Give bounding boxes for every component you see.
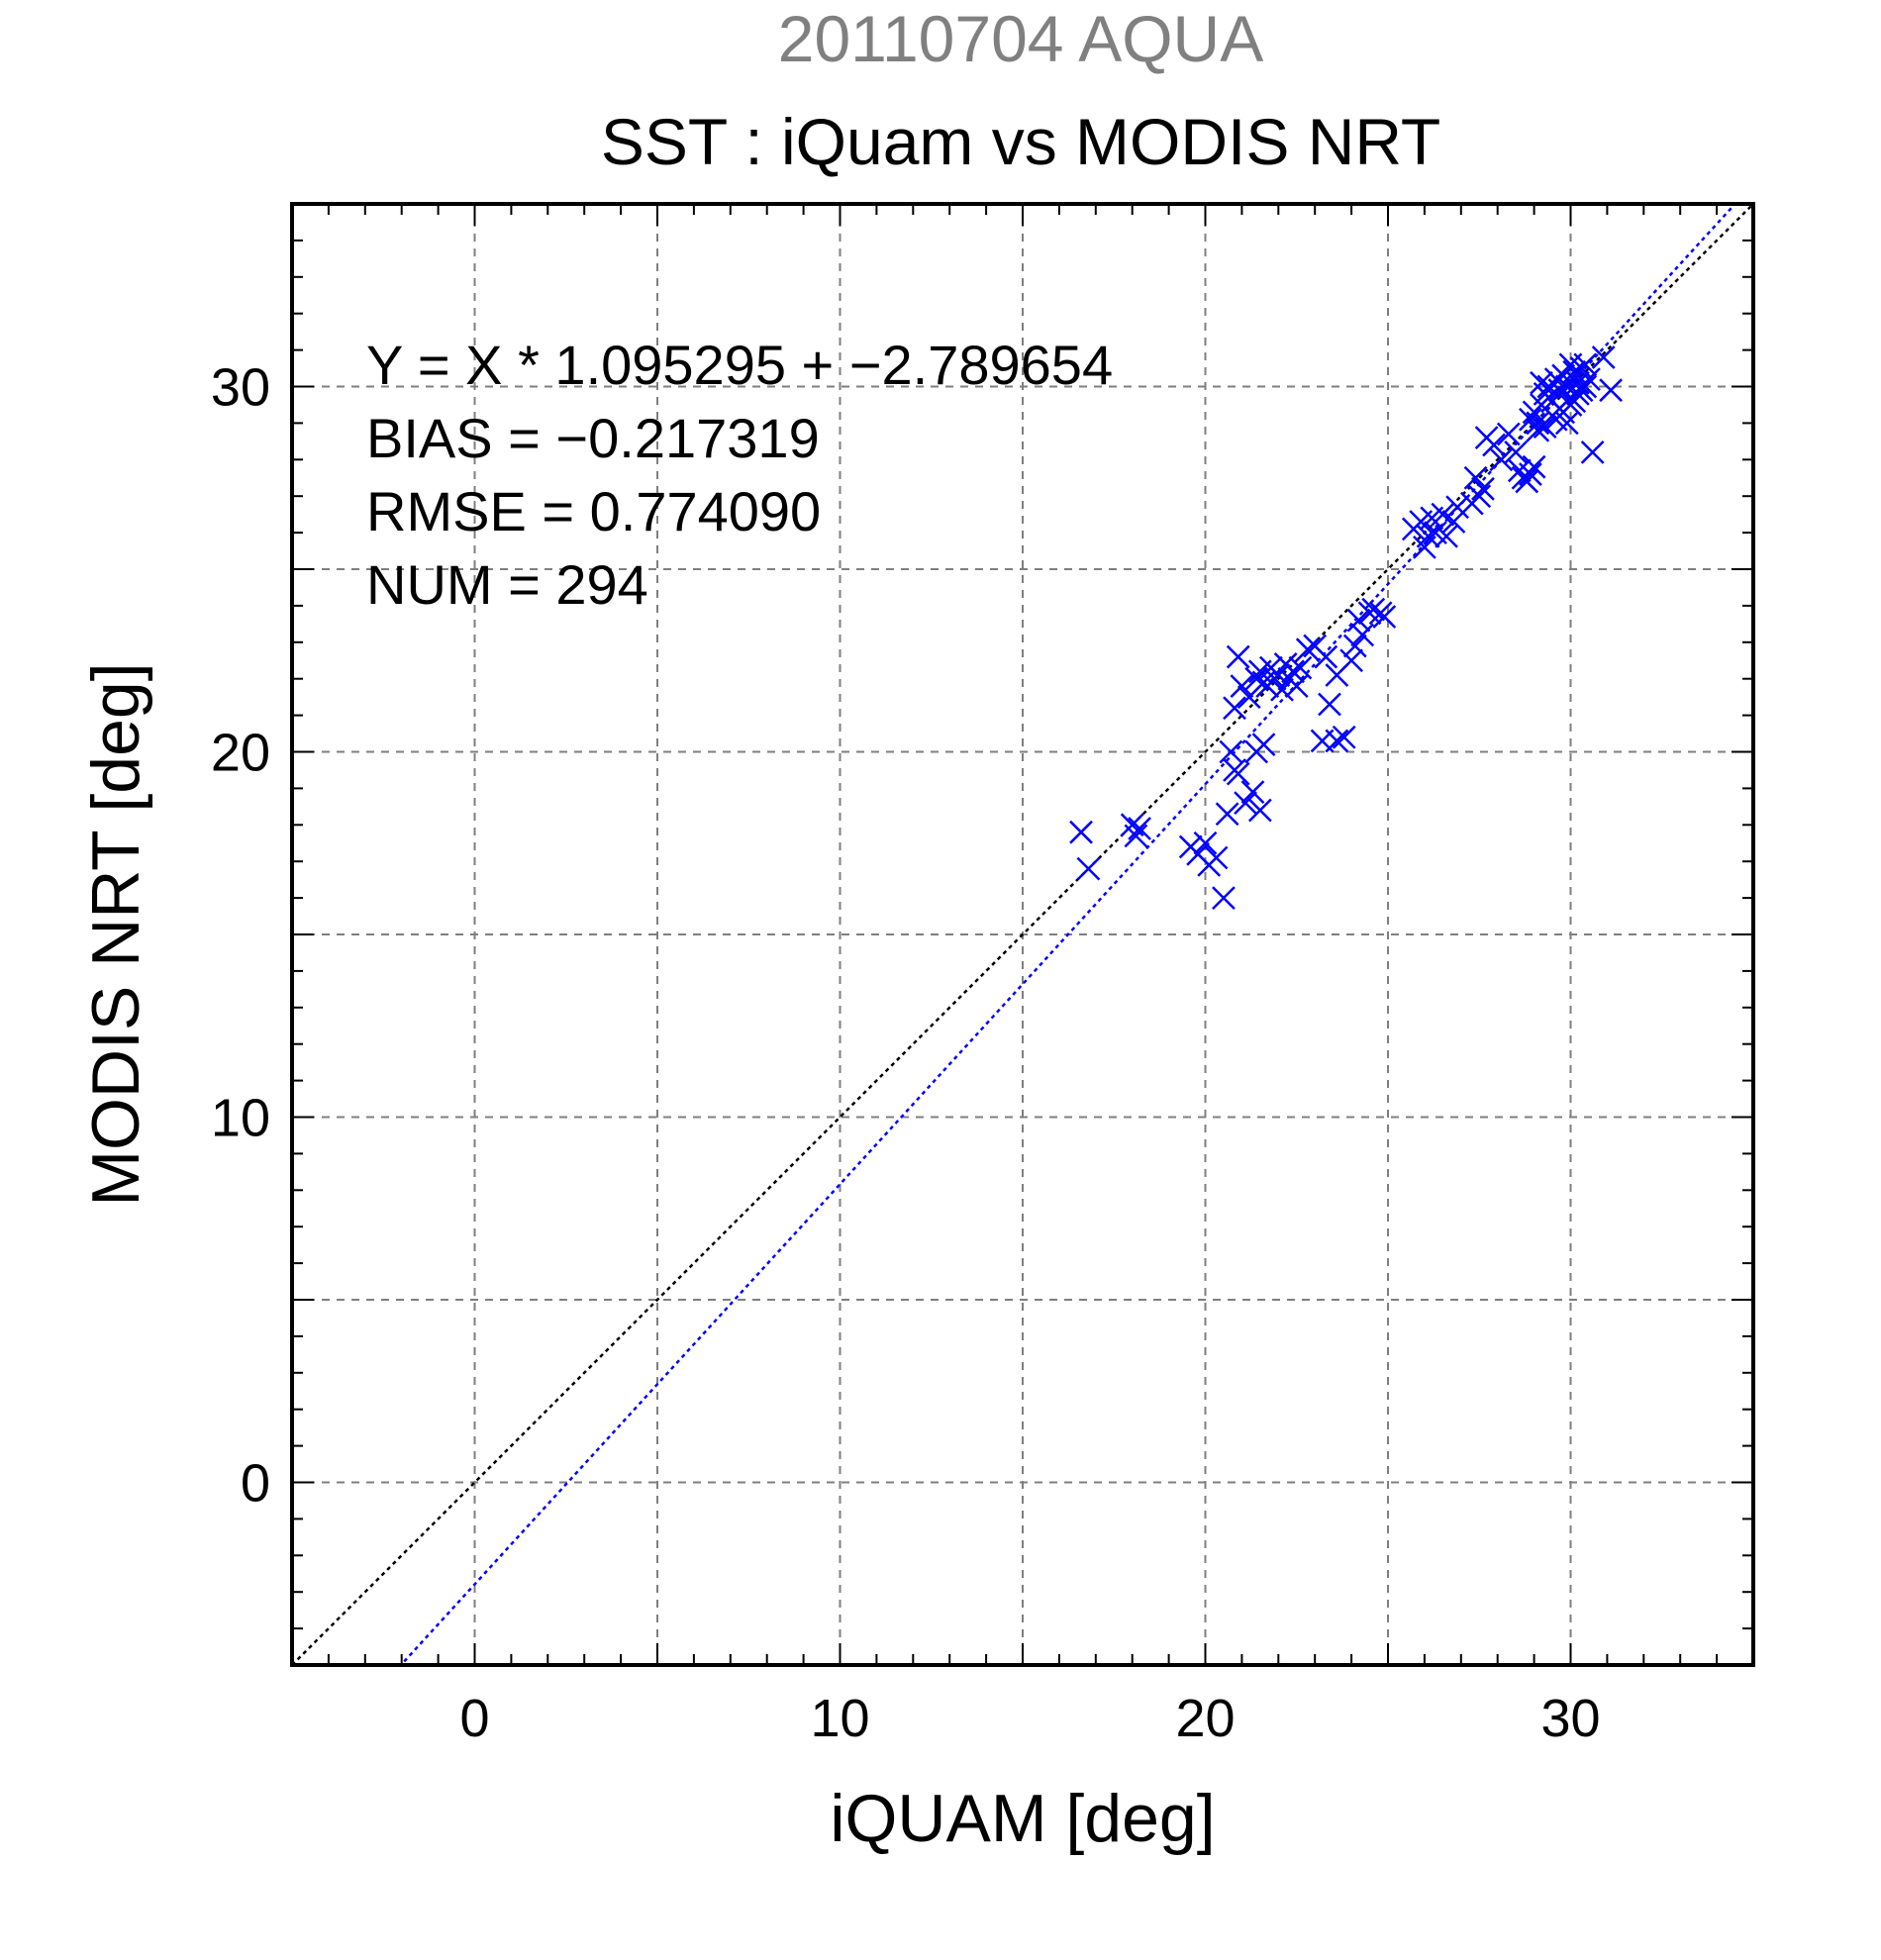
x-axis-label: iQUAM [deg] xyxy=(830,1781,1215,1856)
scatter-point xyxy=(1435,524,1458,548)
scatter-point xyxy=(1463,465,1488,490)
scatter-point xyxy=(1526,418,1550,442)
scatter-point xyxy=(1197,853,1222,877)
x-tick-label: 20 xyxy=(1175,1689,1235,1748)
x-tick-label: 30 xyxy=(1540,1689,1600,1748)
scatter-point xyxy=(1526,411,1550,436)
scatter-point xyxy=(1240,780,1265,804)
grid-lines xyxy=(292,204,1753,1665)
scatter-point xyxy=(1562,389,1587,414)
scatter-point xyxy=(1519,462,1542,486)
scatter-point xyxy=(1361,597,1386,622)
chart-title: 20110704 AQUA xyxy=(778,2,1264,75)
scatter-point xyxy=(1342,634,1367,658)
scatter-point xyxy=(1230,674,1254,698)
scatter-point xyxy=(1128,817,1151,840)
scatter-point xyxy=(1332,725,1356,749)
plot-frame xyxy=(290,202,1755,1667)
scatter-point xyxy=(1219,739,1243,764)
scatter-point xyxy=(1522,454,1546,479)
scatter-point xyxy=(1467,484,1492,509)
chart-subtitle: SST : iQuam vs MODIS NRT xyxy=(601,105,1440,178)
scatter-point xyxy=(1441,510,1466,534)
scatter-point xyxy=(1482,433,1506,457)
scatter-point xyxy=(1284,674,1309,698)
scatter-point xyxy=(1069,820,1093,844)
x-tick-label: 10 xyxy=(810,1689,869,1748)
scatter-point xyxy=(1247,798,1272,823)
scatter-point xyxy=(1519,407,1542,432)
x-tick-label: 0 xyxy=(459,1689,489,1748)
scatter-point xyxy=(1270,677,1294,702)
scatter-point xyxy=(1413,535,1436,559)
scatter-point xyxy=(1577,367,1601,392)
scatter-point xyxy=(1288,655,1313,680)
scatter-point xyxy=(1530,370,1553,395)
scatter-point xyxy=(1350,623,1375,647)
y-tick-label: 0 xyxy=(241,1454,270,1514)
y-axis-label: MODIS NRT [deg] xyxy=(78,662,153,1206)
scatter-point xyxy=(1569,378,1594,403)
scatter-point xyxy=(1599,378,1623,403)
data-points xyxy=(1069,345,1623,910)
scatter-point xyxy=(1234,791,1257,816)
scatter-point xyxy=(1281,659,1305,684)
stats-line-2: BIAS = −0.217319 xyxy=(366,407,820,469)
scatter-point xyxy=(1504,441,1529,464)
scatter-point xyxy=(1244,739,1269,764)
scatter-point xyxy=(1076,856,1101,881)
scatter-point xyxy=(1223,696,1246,721)
scatter-point xyxy=(1325,729,1349,753)
stats-line-1: Y = X * 1.095295 + −2.789654 xyxy=(366,334,1113,396)
scatter-point xyxy=(1431,502,1455,527)
scatter-point xyxy=(1580,441,1605,464)
scatter-point xyxy=(1515,469,1539,494)
scatter-point xyxy=(1496,422,1521,446)
scatter-point xyxy=(1226,644,1250,669)
scatter-point xyxy=(1124,824,1148,848)
scatter-point xyxy=(1215,802,1239,827)
y-tick-label: 20 xyxy=(211,724,270,783)
scatter-point xyxy=(1193,831,1218,855)
scatter-point xyxy=(1471,476,1495,501)
scatter-point xyxy=(1295,637,1320,662)
scatter-point xyxy=(1558,352,1583,377)
scatter-point xyxy=(1318,692,1341,717)
scatter-point xyxy=(1533,415,1557,439)
scatter-point xyxy=(1591,345,1616,369)
scatter-point xyxy=(1372,605,1397,629)
y-tick-label: 10 xyxy=(211,1089,270,1148)
scatter-point xyxy=(1489,447,1514,472)
scatter-point xyxy=(1212,886,1236,910)
scatter-point xyxy=(1346,608,1371,633)
stats-line-4: NUM = 294 xyxy=(366,553,648,616)
y-tick-label: 30 xyxy=(211,358,270,418)
scatter-point xyxy=(1226,761,1250,786)
tick-labels: 0 10 20 30 0 10 20 30 xyxy=(211,358,1601,1749)
stats-line-3: RMSE = 0.774090 xyxy=(366,480,821,542)
scatter-point xyxy=(1314,644,1338,669)
scatter-point xyxy=(1547,378,1572,403)
scatter-point xyxy=(1339,648,1363,673)
scatter-point xyxy=(1244,666,1269,691)
scatter-point xyxy=(1445,495,1469,520)
